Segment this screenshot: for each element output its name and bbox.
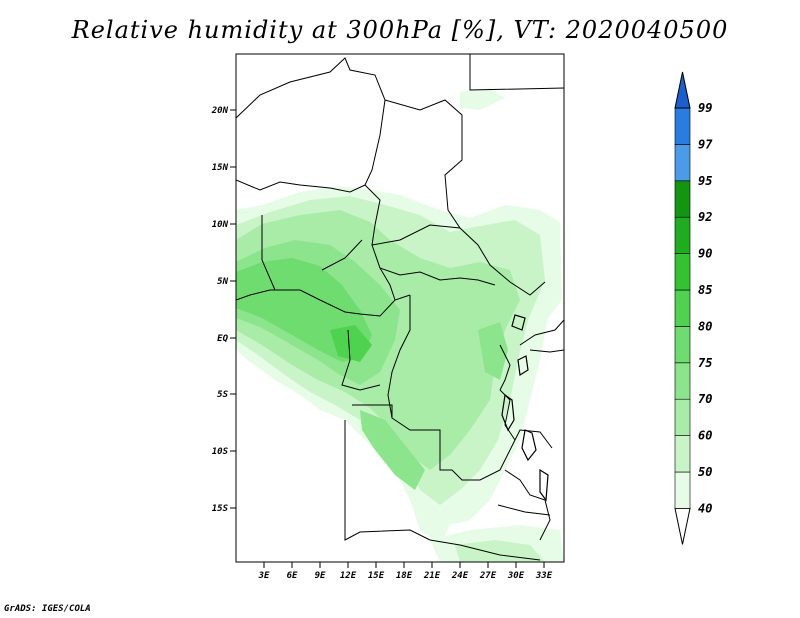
lat-label: 10N — [212, 220, 229, 230]
rh-contour-75-south — [360, 410, 425, 490]
colorbar-swatch — [674, 471, 691, 509]
colorbar-swatch — [674, 398, 691, 436]
rh-contour-60-south — [455, 540, 545, 562]
lon-label: 30E — [507, 571, 525, 581]
chart-title: Relative humidity at 300hPa [%], VT: 202… — [71, 16, 729, 44]
colorbar-swatch — [674, 253, 691, 291]
colorbar-swatch — [674, 289, 691, 327]
colorbar-swatch — [674, 326, 691, 364]
rh-contour-85 — [330, 325, 372, 362]
colorbar-label: 60 — [698, 429, 712, 443]
lat-label: 5S — [217, 390, 228, 400]
colorbar-label: 85 — [698, 283, 712, 297]
lat-label: 20N — [211, 106, 229, 116]
colorbar-label: 40 — [698, 501, 712, 515]
lat-label: 10S — [212, 447, 229, 457]
lon-label: 9E — [315, 571, 326, 581]
colorbar-label: 70 — [698, 392, 712, 406]
colorbar-label: 92 — [698, 210, 712, 224]
lon-label: 12E — [340, 571, 357, 581]
lon-label: 21E — [423, 571, 441, 581]
colorbar-label: 75 — [698, 356, 712, 370]
colorbar-swatch — [674, 362, 691, 400]
colorbar-label: 80 — [698, 319, 712, 333]
colorbar-swatch — [674, 216, 691, 254]
colorbar-swatch — [674, 435, 691, 473]
humidity-field — [236, 88, 564, 562]
lon-label: 15E — [368, 571, 385, 581]
longitude-axis — [263, 562, 545, 568]
lat-label: EQ — [217, 334, 228, 344]
lon-label: 18E — [396, 571, 413, 581]
colorbar-swatch — [674, 180, 691, 218]
lon-label: 3E — [258, 571, 270, 581]
colorbar-label: 95 — [698, 174, 712, 188]
rh-contour-75-east — [478, 322, 508, 380]
rh-contour-50-north — [460, 88, 505, 110]
longitude-labels: 3E 6E 9E 12E 15E 18E 21E 24E 27E 30E 33E — [258, 571, 553, 581]
colorbar-label: 50 — [698, 465, 712, 479]
country-borders — [236, 54, 564, 561]
lon-label: 6E — [287, 571, 298, 581]
colorbar-label: 99 — [698, 101, 712, 115]
latitude-labels: 20N 15N 10N 5N EQ 5S 10S 15S — [211, 106, 229, 514]
colorbar-swatch — [674, 144, 691, 182]
colorbar-label: 97 — [698, 137, 713, 151]
colorbar-swatch — [674, 107, 691, 145]
grads-credit: GrADS: IGES/COLA — [4, 604, 91, 614]
lon-label: 27E — [479, 571, 497, 581]
lon-label: 24E — [451, 571, 469, 581]
lat-label: 5N — [217, 277, 228, 287]
lat-label: 15S — [212, 504, 229, 514]
colorbar: 40 50 60 70 75 80 85 90 92 95 97 99 — [674, 71, 713, 545]
lakes — [501, 314, 549, 502]
lat-label: 15N — [212, 163, 229, 173]
colorbar-bottom-arrow — [674, 507, 691, 545]
colorbar-label: 90 — [698, 247, 712, 261]
colorbar-top-arrow — [674, 71, 691, 109]
lon-label: 33E — [535, 571, 553, 581]
latitude-axis — [230, 109, 236, 509]
map-frame — [235, 53, 565, 563]
